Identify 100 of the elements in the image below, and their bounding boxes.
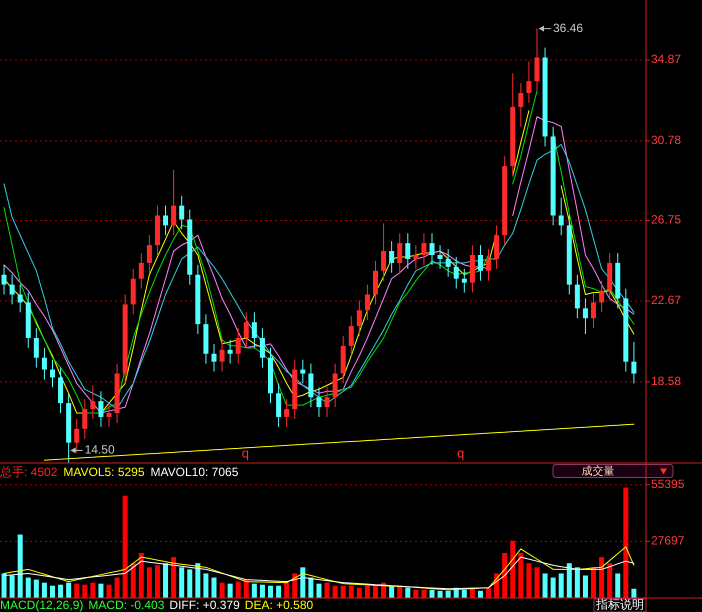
bar (372, 586, 378, 598)
bar (228, 584, 233, 598)
bar (82, 584, 88, 598)
candlestick (146, 234, 152, 274)
candlestick (106, 402, 112, 428)
bar (187, 569, 192, 598)
bar (74, 584, 80, 598)
candlestick (171, 170, 176, 236)
text: MACD(12,26,9) (0, 598, 84, 612)
bar (356, 588, 362, 598)
bar (276, 586, 282, 598)
bar (179, 567, 184, 598)
y-tick-label: 18.58 (651, 374, 682, 388)
candlestick (244, 312, 249, 348)
candlestick (2, 264, 7, 296)
candlestick (284, 398, 290, 428)
candlestick (228, 339, 233, 364)
annotation: 14.50 (84, 442, 115, 457)
candlestick (211, 343, 216, 372)
bar (486, 588, 492, 598)
candlestick (518, 82, 524, 128)
candlestick (389, 240, 394, 274)
candlestick (486, 248, 492, 282)
bar (316, 584, 322, 598)
bar (203, 573, 208, 598)
bar (300, 567, 306, 598)
bar (421, 590, 426, 598)
candlestick (300, 359, 306, 384)
candlestick (413, 244, 418, 270)
annotation: 36.46 (552, 20, 584, 35)
bar (558, 573, 564, 598)
y-tick-label: 30.78 (651, 133, 682, 148)
bar (284, 582, 290, 598)
line-series (4, 546, 634, 590)
bar (526, 563, 532, 598)
bar (518, 553, 524, 598)
bar (260, 584, 265, 598)
bar (34, 580, 39, 598)
candlestick (599, 280, 604, 313)
annotation: 指标说明 (595, 598, 644, 612)
bar (607, 563, 612, 598)
text: MACD: -0.403 (88, 598, 165, 612)
candlestick (356, 300, 362, 336)
bar (66, 582, 72, 598)
bar (591, 567, 596, 598)
bar (26, 578, 31, 598)
bar (98, 584, 104, 598)
bar (348, 586, 354, 598)
candlestick (348, 316, 354, 356)
candlestick (631, 341, 636, 384)
candlestick (462, 268, 467, 294)
candlestick (430, 232, 435, 266)
bar (478, 590, 483, 598)
bar (332, 586, 338, 598)
candlestick (10, 274, 15, 305)
candlestick (74, 418, 80, 454)
bar (566, 563, 572, 598)
bar (413, 590, 418, 598)
bar (574, 567, 580, 598)
bar (138, 553, 144, 598)
bar (18, 534, 23, 598)
candlestick (478, 244, 483, 282)
candlestick (252, 312, 257, 348)
y-tick-label: 26.75 (651, 212, 682, 227)
bar (154, 565, 160, 598)
candlestick (591, 292, 596, 329)
bar (542, 573, 548, 598)
line-series (4, 556, 634, 590)
bar (446, 590, 451, 598)
bar (268, 586, 274, 598)
bar (324, 582, 330, 598)
candlestick (90, 384, 96, 420)
bar (462, 590, 467, 598)
candlestick (332, 363, 338, 408)
candlestick (316, 386, 322, 418)
y-tick-label: 22.67 (651, 293, 682, 308)
bar (364, 586, 370, 598)
candlestick (42, 347, 47, 380)
bar (615, 573, 620, 598)
text: MAVOL5: 5295 (63, 465, 145, 480)
bar (582, 576, 588, 598)
bar (308, 578, 314, 598)
candlestick (526, 60, 532, 104)
candlestick (34, 328, 39, 368)
candlestick (50, 359, 55, 388)
candlestick (372, 260, 378, 305)
candlestick (446, 248, 451, 278)
bar (236, 582, 241, 598)
bar (58, 584, 64, 598)
candlestick (220, 339, 225, 372)
bar (220, 582, 225, 598)
candlestick (574, 274, 580, 319)
bar (623, 488, 628, 598)
bar (90, 582, 96, 598)
candlestick (582, 298, 588, 335)
bar (534, 567, 540, 598)
bar (510, 540, 516, 598)
candlestick (364, 284, 370, 321)
bar (211, 578, 216, 598)
bar (430, 590, 435, 598)
